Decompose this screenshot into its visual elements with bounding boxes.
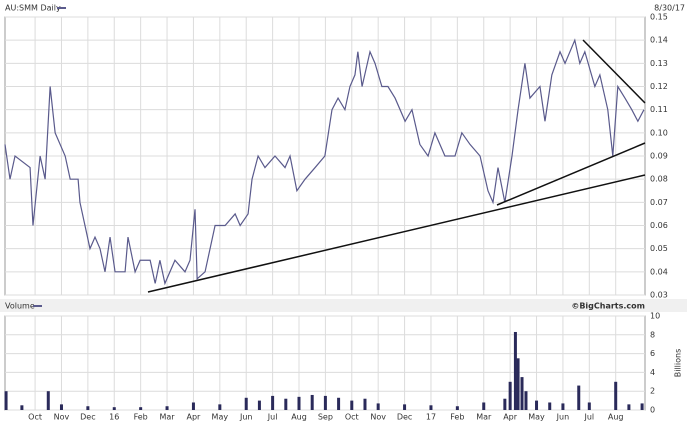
x-tick-label: 17: [426, 413, 436, 422]
volume-bar: [548, 402, 552, 410]
volume-bar: [46, 391, 50, 410]
volume-bar: [535, 400, 539, 410]
volume-bar: [503, 398, 507, 410]
x-tick-label: Oct: [345, 413, 359, 422]
y-tick-label: 4: [650, 368, 655, 377]
y-tick-label: 0.11: [650, 105, 668, 114]
volume-bar: [614, 381, 618, 410]
legend-swatch: [57, 7, 66, 9]
volume-bar: [20, 405, 24, 410]
volume-bar: [4, 391, 8, 410]
y-tick-label: 0.10: [650, 128, 668, 137]
volume-bar: [310, 394, 314, 410]
volume-bar: [520, 377, 524, 410]
volume-bar: [323, 395, 327, 410]
date-label: 8/30/17: [654, 4, 685, 13]
volume-bar: [516, 358, 520, 410]
y-tick-label: 0.09: [650, 152, 668, 161]
x-tick-label: May: [528, 413, 545, 422]
volume-bar: [59, 404, 63, 410]
price-line: [4, 38, 645, 286]
trend-line: [582, 39, 646, 104]
x-tick-label: Mar: [476, 413, 492, 422]
y-tick-label: 0.08: [650, 175, 668, 184]
volume-bar: [218, 404, 222, 410]
volume-bar: [640, 403, 644, 410]
y-tick-label: 0.06: [650, 221, 668, 230]
x-tick-label: Jun: [239, 413, 253, 422]
volume-bar: [482, 402, 486, 410]
y-tick-label: 0.12: [650, 82, 668, 91]
y-tick-label: 2: [650, 387, 655, 396]
volume-header: [0, 299, 687, 312]
volume-bar: [577, 385, 581, 410]
volume-bar: [337, 397, 341, 410]
x-tick-label: Sep: [318, 413, 333, 422]
y-tick-label: 0.15: [650, 13, 668, 22]
volume-bar: [363, 398, 367, 410]
x-tick-label: Apr: [187, 413, 202, 422]
x-tick-label: Nov: [370, 413, 386, 422]
volume-bar: [86, 406, 90, 410]
x-tick-label: Jun: [556, 413, 570, 422]
x-tick-label: Dec: [397, 413, 412, 422]
y-tick-label: 0.05: [650, 244, 668, 253]
y-tick-label: 0.13: [650, 59, 668, 68]
trend-line: [496, 142, 646, 206]
volume-bar: [455, 406, 459, 410]
volume-bar: [376, 403, 380, 410]
volume-bar: [403, 404, 407, 410]
x-tick-label: Nov: [54, 413, 70, 422]
volume-bar: [350, 400, 354, 410]
trend-line: [147, 174, 646, 293]
x-tick-label: Aug: [608, 413, 624, 422]
volume-bar: [271, 395, 275, 410]
volume-bar: [524, 391, 528, 410]
x-tick-label: Apr: [503, 413, 518, 422]
volume-bar: [513, 331, 517, 410]
x-tick-label: May: [212, 413, 229, 422]
y-tick-label: 0: [650, 406, 655, 415]
x-tick-label: Dec: [80, 413, 95, 422]
x-tick-label: 16: [109, 413, 119, 422]
y-tick-label: 8: [650, 330, 655, 339]
volume-bar: [508, 381, 512, 410]
volume-bar: [112, 407, 116, 410]
y-tick-label: 0.07: [650, 198, 668, 207]
y-tick-label: 6: [650, 349, 655, 358]
x-tick-label: Feb: [450, 413, 464, 422]
y-tick-label: 0.04: [650, 267, 668, 276]
volume-bar: [429, 405, 433, 410]
x-tick-label: Feb: [134, 413, 148, 422]
x-tick-label: Jul: [583, 413, 594, 422]
y-tick-label: 10: [650, 312, 660, 321]
x-tick-label: Aug: [291, 413, 307, 422]
volume-bar: [257, 400, 261, 410]
legend-swatch: [33, 305, 42, 307]
volume-bar: [165, 406, 169, 410]
volume-bar: [284, 398, 288, 410]
x-tick-label: Oct: [28, 413, 42, 422]
volume-bar: [561, 403, 565, 410]
volume-bar: [297, 396, 301, 410]
volume-bar: [139, 407, 143, 410]
volume-axis-label: Billions: [674, 349, 683, 378]
x-tick-label: Mar: [159, 413, 175, 422]
volume-bar: [191, 402, 195, 410]
y-tick-label: 0.14: [650, 36, 668, 45]
volume-bar: [244, 397, 248, 410]
source-label: ©BigCharts.com: [571, 302, 645, 311]
volume-title: Volume: [5, 302, 35, 311]
plot-layer: 0.03 0.04 0.05 0.06 0.07 0.08 0.09 0.10 0.11 0.12…: [4, 13, 668, 422]
chart-title: AU:SMM Daily: [5, 4, 61, 13]
volume-bar: [587, 402, 591, 410]
y-tick-label: 0.03: [650, 291, 668, 300]
x-tick-label: Jul: [267, 413, 278, 422]
volume-bar: [627, 404, 631, 410]
